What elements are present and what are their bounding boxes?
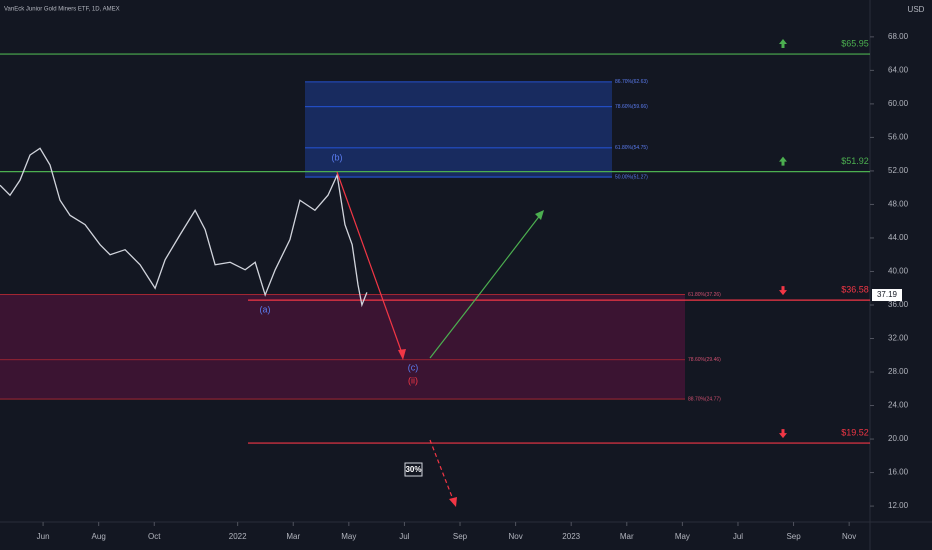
fib-label: 78.60%(59.66)	[615, 104, 648, 110]
y-tick-label: 40.00	[888, 267, 909, 276]
price-line	[0, 147, 368, 308]
fib-box	[305, 81, 612, 178]
arrow-head	[398, 349, 406, 360]
fib-label: 86.70%(62.63)	[615, 79, 648, 85]
plot: 68.00 64.00 60.00 56.00 52.00 48.00 44.00 40.00…	[0, 32, 909, 541]
x-tick-label: Aug	[92, 532, 106, 541]
y-tick-label: 48.00	[888, 200, 909, 209]
level-arrow	[779, 156, 787, 166]
x-tick-label: Jul	[733, 532, 743, 541]
level-label: $36.58	[841, 285, 869, 295]
y-tick-label: 64.00	[888, 65, 909, 74]
x-tick-label: Jul	[399, 532, 409, 541]
y-tick-label: 44.00	[888, 233, 909, 242]
y-tick-label: 20.00	[888, 434, 909, 443]
fib-label: 78.60%(29.46)	[688, 357, 721, 363]
y-tick-label: 60.00	[888, 99, 909, 108]
boxes: 86.70%(62.63) 78.60%(59.66) 61.80%(54.75) 5…	[0, 79, 721, 402]
probability-box	[404, 462, 423, 477]
x-tick-label: 2023	[562, 532, 580, 541]
wave-label: (ii)	[408, 375, 418, 385]
x-tick-label: May	[341, 532, 356, 541]
y-tick-label: 16.00	[888, 468, 909, 477]
level-label: $19.52	[841, 427, 869, 437]
level-arrow	[779, 39, 787, 49]
fib-label: 61.80%(54.75)	[615, 145, 648, 151]
x-tick-label: Oct	[148, 532, 161, 541]
y-tick-label: 24.00	[888, 401, 909, 410]
x-tick-label: May	[675, 532, 690, 541]
x-tick-label: Jun	[37, 532, 50, 541]
last-price: 37.19	[877, 290, 898, 299]
y-tick-label: 36.00	[888, 300, 909, 309]
fib-box	[0, 294, 685, 400]
last-price-box	[872, 289, 902, 302]
probability: 30%	[405, 465, 421, 474]
arrow	[429, 213, 542, 359]
fib-label: 61.80%(37.26)	[688, 292, 721, 298]
y-tick-label: 52.00	[888, 166, 909, 175]
level-arrow	[779, 286, 787, 296]
y-tick-label: 28.00	[888, 367, 909, 376]
y-tick-label: 12.00	[888, 501, 909, 510]
x-tick-label: Mar	[286, 532, 300, 541]
wave-label: (a)	[260, 304, 271, 314]
x-tick-label: Sep	[453, 532, 468, 541]
level-arrow	[779, 429, 787, 439]
y-tick-label: 56.00	[888, 133, 909, 142]
arrow-head	[535, 210, 544, 220]
x-tick-label: Mar	[620, 532, 634, 541]
arrow-head	[449, 497, 457, 507]
wave-label: (c)	[408, 362, 419, 372]
x-tick-label: 2022	[229, 532, 247, 541]
currency: USD	[908, 5, 925, 14]
y-tick-label: 68.00	[888, 32, 909, 41]
level-label: $51.92	[841, 156, 869, 166]
fib-label: 88.70%(24.77)	[688, 396, 721, 402]
x-tick-label: Sep	[786, 532, 801, 541]
projections: (a) (b) (c) (ii) 30%	[260, 152, 544, 507]
arrow	[336, 171, 404, 357]
x-tick-label: Nov	[508, 532, 522, 541]
x-tick-label: Nov	[842, 532, 856, 541]
level-label: $65.95	[841, 38, 869, 48]
chart-title: VanEck Junior Gold Miners ETF, 1D, AMEX	[4, 7, 120, 13]
fib-label: 50.00%(51.27)	[615, 174, 648, 180]
wave-label: (b)	[332, 152, 343, 162]
y-tick-label: 32.00	[888, 334, 909, 343]
